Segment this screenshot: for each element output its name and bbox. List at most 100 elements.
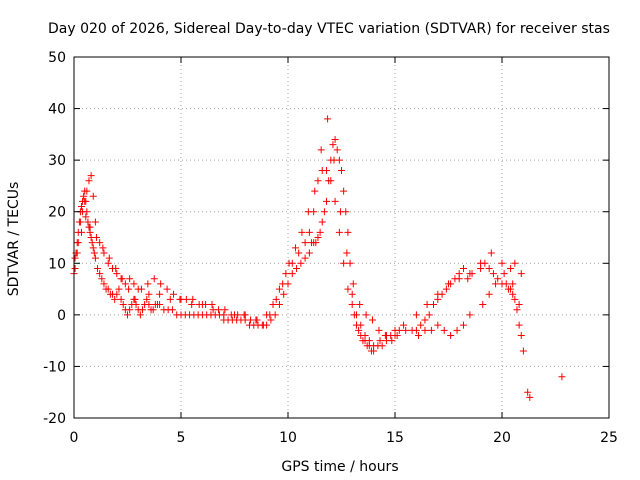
- data-point: [378, 342, 386, 350]
- data-point: [421, 316, 429, 324]
- data-point: [301, 254, 309, 262]
- data-point: [344, 285, 352, 293]
- data-point: [117, 295, 125, 303]
- data-point: [320, 208, 328, 216]
- data-point: [304, 208, 312, 216]
- data-point: [479, 301, 487, 309]
- data-point: [375, 326, 383, 334]
- data-point: [74, 239, 82, 247]
- data-point: [558, 373, 566, 381]
- data-point: [98, 275, 106, 283]
- data-point: [329, 141, 337, 149]
- data-point: [447, 331, 455, 339]
- data-point: [421, 326, 429, 334]
- data-point: [220, 311, 228, 319]
- data-point: [317, 146, 325, 154]
- data-point: [355, 326, 363, 334]
- data-point: [323, 166, 331, 174]
- data-point: [163, 285, 171, 293]
- data-point: [111, 295, 119, 303]
- data-point: [136, 311, 144, 319]
- data-point: [327, 177, 335, 185]
- data-point: [288, 270, 296, 278]
- data-point: [440, 326, 448, 334]
- data-point: [507, 264, 515, 272]
- data-point: [71, 264, 79, 272]
- data-point: [511, 259, 519, 267]
- y-axis-label: SDTVAR / TECUs: [6, 182, 22, 297]
- data-point: [333, 146, 341, 154]
- chart-title: Day 020 of 2026, Sidereal Day-to-day VTE…: [48, 21, 610, 37]
- data-point: [352, 311, 360, 319]
- data-point: [195, 301, 203, 309]
- data-point: [170, 290, 178, 298]
- data-point: [149, 306, 157, 314]
- data-point: [157, 280, 165, 288]
- data-point: [305, 249, 313, 257]
- data-point: [464, 275, 472, 283]
- data-point: [323, 197, 331, 205]
- data-point: [85, 177, 93, 185]
- data-point: [94, 264, 102, 272]
- data-point: [275, 301, 283, 309]
- data-point: [115, 285, 123, 293]
- data-point: [138, 306, 146, 314]
- data-point: [91, 254, 99, 262]
- data-point: [434, 321, 442, 329]
- data-point: [515, 321, 523, 329]
- data-point: [430, 301, 438, 309]
- data-point: [113, 290, 121, 298]
- data-point: [301, 239, 309, 247]
- data-point: [100, 280, 108, 288]
- data-point: [88, 239, 96, 247]
- data-point: [132, 301, 140, 309]
- data-point: [517, 270, 525, 278]
- data-point: [344, 228, 352, 236]
- axis-ticks: [73, 56, 610, 419]
- tick-labels: 0 5 10 15 20 25 -20 -10 0 10 20 30 40 50: [43, 50, 618, 446]
- data-point: [214, 306, 222, 314]
- data-point: [150, 275, 158, 283]
- data-point: [124, 311, 131, 319]
- data-point: [524, 388, 532, 396]
- data-point: [298, 228, 306, 236]
- data-point: [381, 331, 389, 339]
- data-point: [515, 301, 523, 309]
- data-point: [96, 270, 104, 278]
- data-point: [500, 270, 508, 278]
- data-point: [331, 197, 339, 205]
- data-point: [348, 301, 356, 309]
- x-tick-label: 25: [600, 430, 618, 446]
- grid-lines: [74, 57, 609, 418]
- data-point: [324, 115, 332, 123]
- data-point: [247, 316, 255, 324]
- data-point: [285, 259, 293, 267]
- data-point: [188, 301, 196, 309]
- data-point: [227, 311, 235, 319]
- data-point: [166, 295, 174, 303]
- data-point: [311, 187, 319, 195]
- y-tick-label: 10: [48, 256, 66, 272]
- data-point: [126, 306, 134, 314]
- data-point: [335, 228, 343, 236]
- data-point: [76, 218, 84, 226]
- data-point: [269, 301, 277, 309]
- data-point: [376, 337, 384, 345]
- data-point: [113, 270, 121, 278]
- data-point: [253, 316, 261, 324]
- data-point: [280, 290, 288, 298]
- data-point: [316, 228, 324, 236]
- data-point: [291, 244, 299, 252]
- data-point: [511, 295, 519, 303]
- data-point: [77, 203, 85, 211]
- data-point: [427, 326, 435, 334]
- data-point: [104, 259, 112, 267]
- data-point: [80, 192, 88, 200]
- data-point: [357, 321, 365, 329]
- data-point: [176, 295, 184, 303]
- data-point: [168, 306, 176, 314]
- data-point: [143, 295, 151, 303]
- data-point: [89, 244, 97, 252]
- data-point: [275, 285, 283, 293]
